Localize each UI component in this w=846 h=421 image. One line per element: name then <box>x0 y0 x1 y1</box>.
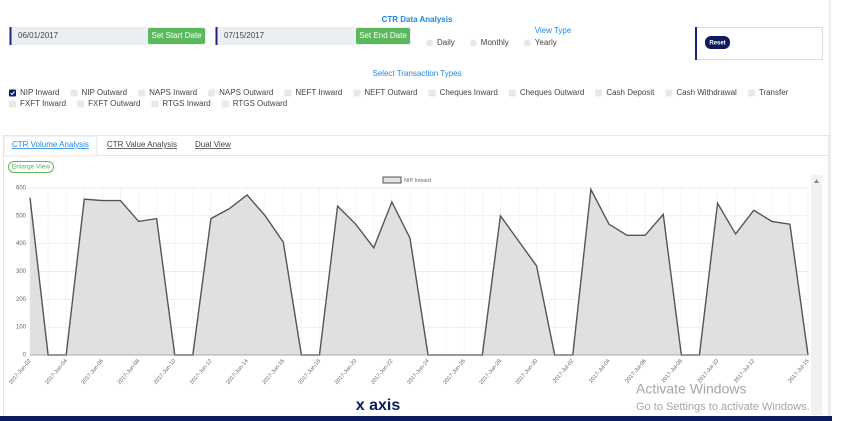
enlarge-view-button[interactable] <box>8 161 54 173</box>
checkbox-label: FXFT Outward <box>88 99 140 108</box>
set-start-label: Set Start Date <box>151 31 202 40</box>
checkbox[interactable] <box>595 89 603 97</box>
checkbox-label: FXFT Inward <box>20 99 66 108</box>
y-tick-label: 400 <box>16 241 27 247</box>
checkmark <box>10 91 15 96</box>
start-date-value: 06/01/2017 <box>18 31 59 40</box>
checkbox[interactable] <box>9 89 16 97</box>
scrollbar <box>811 175 822 415</box>
checkbox-label: Cheques Outward <box>520 88 584 97</box>
y-tick-label: 300 <box>16 269 27 275</box>
checkbox[interactable] <box>284 89 292 97</box>
checkbox-label: NIP Outward <box>81 88 127 97</box>
area <box>30 189 808 355</box>
line <box>29 187 809 356</box>
checkbox-label: RTGS Outward <box>233 99 288 108</box>
checkbox-label: NAPS Inward <box>149 88 197 97</box>
radio-label: Monthly <box>481 38 509 47</box>
checkbox-label: Cash Deposit <box>606 88 655 97</box>
checkbox[interactable] <box>151 100 159 108</box>
checkbox[interactable] <box>77 100 85 108</box>
checkbox-label: NAPS Outward <box>219 88 273 97</box>
y-tick-label: 600 <box>16 186 27 192</box>
transaction-types-label: Select Transaction Types <box>372 69 461 78</box>
watermark-subtitle: Go to Settings to activate Windows. <box>636 401 810 413</box>
checkbox[interactable] <box>747 89 755 97</box>
checkbox[interactable] <box>70 89 78 97</box>
radio[interactable] <box>469 39 477 47</box>
active-tab <box>3 135 98 157</box>
tab[interactable]: CTR Volume Analysis <box>12 140 89 149</box>
reset-label: Reset <box>709 41 725 47</box>
y-tick-label: 0 <box>23 353 27 359</box>
checkbox-label: Cash Withdrawal <box>676 88 737 97</box>
checkbox-label: Cheques Inward <box>440 88 498 97</box>
checkbox[interactable] <box>138 89 146 97</box>
tab[interactable]: CTR Value Analysis <box>107 140 177 149</box>
reset-button[interactable] <box>705 36 730 49</box>
title: CTR Data Analysis <box>382 15 453 24</box>
checkbox-label: Transfer <box>759 88 789 97</box>
view-type-options: Daily Monthly Yearly <box>426 38 557 47</box>
y-tick-label: 100 <box>16 325 27 331</box>
set-end-label: Set End Date <box>359 31 407 40</box>
annotation: x axis <box>356 397 401 414</box>
radio-label: Daily <box>437 38 455 47</box>
checkbox[interactable] <box>208 89 216 97</box>
y-tick-label: 500 <box>16 213 27 219</box>
checkbox[interactable] <box>221 100 229 108</box>
y-tick-label: 200 <box>16 297 27 303</box>
radio-label: Yearly <box>535 38 557 47</box>
set-start-button[interactable] <box>148 28 205 44</box>
tab[interactable]: Dual View <box>195 140 231 149</box>
checkbox-label: RTGS Inward <box>162 99 210 108</box>
set-end-button[interactable] <box>356 28 410 44</box>
view-type-label: View Type <box>535 26 572 35</box>
bottom-bar <box>0 416 832 421</box>
checkbox[interactable] <box>428 89 436 97</box>
watermark-title: Activate Windows <box>636 381 746 397</box>
legend-label: NIP Inward <box>404 178 431 184</box>
scroll-arrow <box>814 179 819 183</box>
checkbox-label: NIP Inward <box>20 88 59 97</box>
checkbox[interactable] <box>353 89 361 97</box>
checkbox-label: NEFT Outward <box>364 88 417 97</box>
checkbox-label: NEFT Inward <box>295 88 342 97</box>
checkbox[interactable] <box>508 89 516 97</box>
radio[interactable] <box>426 39 433 47</box>
radio[interactable] <box>523 39 531 47</box>
enlarge-view-label: Enlarge View <box>12 164 50 171</box>
checkbox[interactable] <box>9 100 16 108</box>
checkbox[interactable] <box>665 89 673 97</box>
end-date-value: 07/15/2017 <box>224 31 265 40</box>
legend-swatch <box>382 176 402 184</box>
tabs: CTR Volume Analysis CTR Value Analysis Dua… <box>3 135 231 157</box>
transaction-types: NIP Inward NIP Outward NAPS Inward NAPS Out… <box>9 88 789 108</box>
